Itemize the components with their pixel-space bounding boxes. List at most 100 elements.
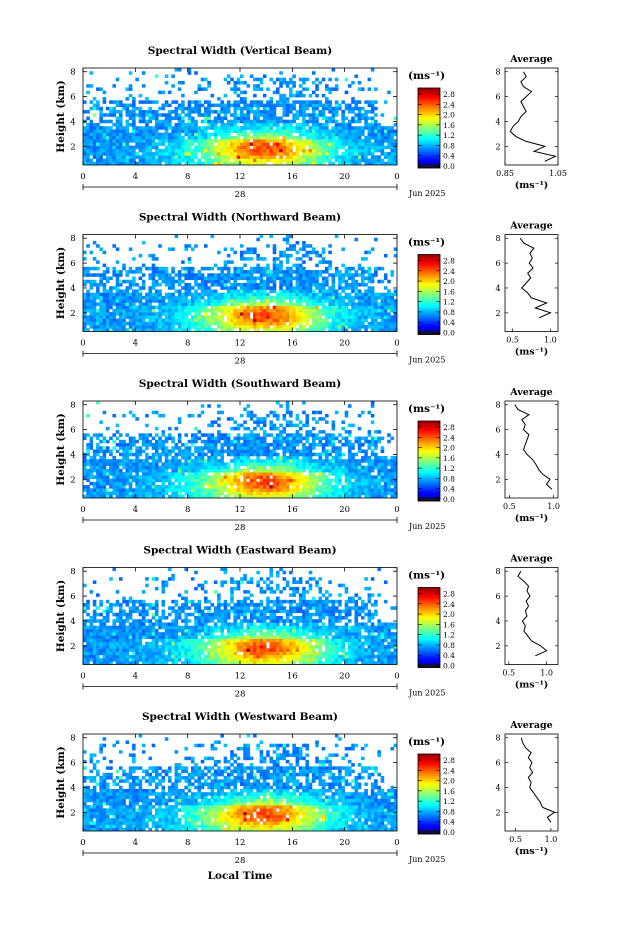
heatmap-cell (109, 135, 113, 140)
heatmap-cell (226, 100, 231, 104)
heatmap-cell (380, 459, 385, 463)
heatmap-cell (128, 452, 133, 457)
heatmap-cell (154, 135, 159, 140)
heatmap-cell (285, 315, 290, 319)
heatmap-cell (109, 491, 113, 496)
heatmap-cell (236, 475, 241, 479)
heatmap-cell (243, 292, 247, 297)
heatmap-cell (377, 328, 381, 332)
heatmap-cell (233, 459, 238, 463)
heatmap-cell (132, 257, 136, 261)
heatmap-cell (243, 250, 247, 255)
heatmap-cell (289, 286, 293, 290)
heatmap-cell (262, 485, 267, 489)
heatmap-cell (240, 152, 244, 156)
heatmap-cell (226, 494, 231, 498)
heatmap-cell (315, 129, 319, 133)
heatmap-cell (207, 475, 211, 479)
heatmap-cell (289, 253, 293, 258)
heatmap-cell (148, 491, 152, 496)
heatmap-cell (256, 106, 260, 111)
heatmap-cell (285, 491, 290, 496)
heatmap-cell (154, 122, 159, 127)
heatmap-cell (256, 122, 260, 127)
heatmap-cell (226, 266, 231, 271)
heatmap-cell (220, 122, 224, 127)
heatmap-cell (370, 295, 375, 300)
heatmap-cell (361, 113, 365, 117)
heatmap-cell (308, 270, 313, 274)
heatmap-cell (334, 106, 339, 111)
heatmap-cell (328, 158, 332, 163)
heatmap-cell (380, 299, 385, 303)
heatmap-cell (282, 119, 287, 124)
heatmap-cell (370, 299, 375, 303)
heatmap-cell (298, 325, 303, 329)
heatmap-cell (158, 494, 162, 498)
heatmap-cell (318, 122, 323, 127)
heatmap-cell (357, 488, 362, 492)
heatmap-cell (387, 129, 391, 133)
heatmap-cell (240, 244, 244, 248)
heatmap-cell (390, 126, 395, 130)
heatmap-cell (210, 485, 215, 489)
heatmap-cell (230, 292, 234, 297)
heatmap-cell (246, 305, 251, 310)
heatmap-cell (361, 472, 365, 476)
heatmap-cell (171, 110, 175, 114)
heatmap-cell (347, 452, 352, 457)
heatmap-cell (89, 129, 94, 133)
heatmap-cell (217, 142, 221, 146)
heatmap-cell (92, 452, 97, 457)
heatmap-cell (187, 103, 192, 108)
heatmap-cell (177, 139, 182, 143)
heatmap-cell (109, 481, 113, 486)
heatmap-cell (161, 152, 166, 156)
heatmap-cell (197, 276, 202, 281)
heatmap-cell (200, 113, 205, 117)
heatmap-cell (168, 110, 172, 114)
heatmap-cell (328, 459, 332, 463)
heatmap-cell (325, 325, 329, 329)
heatmap-cell (145, 139, 149, 143)
heatmap-cell (325, 87, 329, 91)
heatmap-cell (311, 273, 316, 277)
heatmap-cell (315, 321, 319, 326)
heatmap-cell (292, 475, 296, 479)
heatmap-cell (321, 491, 326, 496)
heatmap-cell (380, 325, 385, 329)
heatmap-cell (164, 145, 169, 150)
heatmap-cell (364, 488, 368, 492)
heatmap-cell (390, 475, 395, 479)
heatmap-cell (226, 491, 231, 496)
heatmap-cell (246, 152, 251, 156)
heatmap-cell (253, 468, 257, 473)
heatmap-cell (151, 315, 156, 319)
heatmap-cell (207, 266, 211, 271)
heatmap-cell (233, 286, 238, 290)
heatmap-cell (115, 77, 120, 82)
heatmap-cell (298, 106, 303, 111)
heatmap-cell (285, 472, 290, 476)
heatmap-cell (331, 106, 336, 111)
heatmap-cell (259, 481, 264, 486)
heatmap-cell (122, 302, 126, 306)
heatmap-cell (305, 152, 309, 156)
heatmap-cell (347, 135, 352, 140)
heatmap-cell (233, 145, 238, 150)
heatmap-cell (295, 472, 300, 476)
x-tick-label: 12 (235, 172, 246, 182)
heatmap-cell (259, 485, 264, 489)
heatmap-cell (109, 161, 113, 165)
heatmap-cell (92, 302, 97, 306)
colorbar-segment (418, 320, 440, 323)
heatmap-cell (318, 328, 323, 332)
heatmap-cell (145, 321, 149, 326)
heatmap-cell (289, 132, 293, 137)
heatmap-cell (151, 273, 156, 277)
heatmap-cell (204, 468, 208, 473)
profile-y-tick-label: 6 (495, 259, 500, 268)
heatmap-cell (282, 302, 287, 306)
heatmap-cell (321, 312, 326, 316)
heatmap-cell (141, 155, 146, 159)
